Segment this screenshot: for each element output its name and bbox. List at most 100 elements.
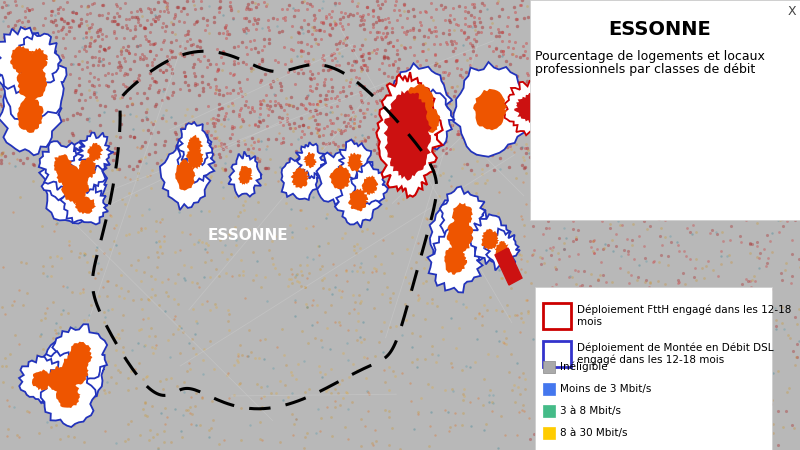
Point [420, 8, 433, 15]
Point [278, 381, 291, 388]
Point [247, 65, 260, 72]
Point [563, 336, 576, 343]
Point [372, 66, 385, 73]
Point [647, 385, 660, 392]
Point [452, 109, 465, 117]
Point [10, 117, 22, 124]
Point [411, 408, 424, 415]
Point [307, 144, 320, 151]
Point [76, 288, 89, 296]
Point [50, 53, 62, 60]
Point [780, 259, 793, 266]
Point [312, 127, 325, 134]
Point [386, 61, 399, 68]
Polygon shape [446, 217, 474, 252]
Point [443, 11, 456, 18]
Point [181, 30, 194, 37]
Point [500, 64, 513, 72]
Polygon shape [406, 83, 434, 117]
Point [507, 149, 520, 156]
Point [470, 336, 483, 343]
Point [370, 267, 382, 274]
Point [49, 16, 62, 23]
Point [743, 241, 756, 248]
Point [262, 112, 274, 119]
Point [734, 202, 746, 209]
Point [438, 69, 451, 76]
Point [480, 86, 493, 93]
Point [170, 136, 183, 143]
Point [0, 263, 10, 270]
Point [158, 138, 171, 145]
Point [350, 153, 363, 161]
Point [354, 138, 366, 145]
Point [313, 242, 326, 249]
Point [578, 314, 590, 321]
Point [8, 297, 21, 304]
Point [620, 17, 633, 24]
Point [121, 24, 134, 32]
Point [784, 20, 797, 27]
Point [733, 434, 746, 441]
Text: Moins de 3 Mbit/s: Moins de 3 Mbit/s [560, 384, 651, 394]
Point [766, 369, 779, 377]
Point [681, 202, 694, 209]
Point [262, 135, 274, 142]
Point [314, 98, 326, 105]
Point [214, 153, 226, 161]
Point [91, 76, 104, 83]
Polygon shape [60, 184, 108, 225]
Point [672, 241, 685, 248]
Point [261, 0, 274, 8]
Point [664, 233, 677, 240]
Point [190, 350, 202, 357]
Point [130, 14, 143, 21]
Point [201, 103, 214, 110]
Point [652, 194, 665, 202]
Point [399, 316, 412, 324]
Point [407, 33, 420, 40]
Point [411, 117, 424, 124]
Point [82, 42, 95, 49]
Point [544, 39, 557, 46]
Point [50, 329, 62, 337]
Point [440, 261, 453, 268]
Point [406, 234, 418, 241]
Point [392, 6, 405, 14]
Point [318, 56, 330, 63]
Point [113, 292, 126, 300]
Point [510, 129, 523, 136]
Point [443, 145, 456, 153]
Point [772, 367, 785, 374]
Point [648, 170, 661, 177]
Point [611, 151, 624, 158]
Point [505, 145, 518, 152]
Point [219, 109, 232, 117]
Point [209, 120, 222, 127]
Point [713, 112, 726, 119]
Point [544, 86, 557, 94]
Point [118, 0, 131, 7]
Polygon shape [470, 214, 511, 264]
Polygon shape [34, 351, 83, 410]
Point [446, 121, 458, 128]
Point [451, 127, 464, 135]
Point [501, 81, 514, 89]
Point [285, 368, 298, 375]
Text: 8 à 30 Mbit/s: 8 à 30 Mbit/s [560, 428, 627, 438]
Point [530, 180, 542, 187]
Point [469, 315, 482, 322]
Point [178, 276, 191, 284]
Point [518, 376, 531, 383]
Point [515, 315, 528, 322]
Point [86, 81, 99, 88]
Point [68, 89, 81, 96]
Point [122, 231, 135, 238]
Point [158, 438, 170, 445]
Point [753, 41, 766, 48]
Point [248, 45, 261, 52]
Polygon shape [38, 141, 84, 190]
Point [42, 104, 54, 112]
Point [490, 32, 502, 39]
Point [414, 123, 426, 130]
